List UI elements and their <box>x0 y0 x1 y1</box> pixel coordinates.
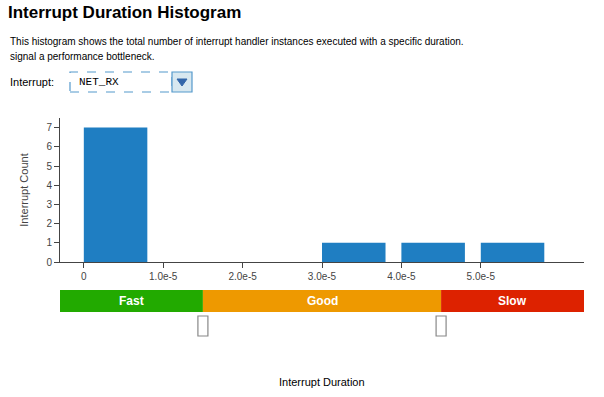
svg-text:1: 1 <box>46 237 52 248</box>
svg-text:6: 6 <box>46 141 52 152</box>
svg-text:signal a performance bottlenec: signal a performance bottleneck. <box>10 51 155 62</box>
svg-text:Interrupt Duration Histogram: Interrupt Duration Histogram <box>8 3 241 22</box>
svg-text:Slow: Slow <box>498 294 527 308</box>
svg-text:Good: Good <box>307 294 338 308</box>
svg-text:0: 0 <box>81 271 87 282</box>
svg-text:4: 4 <box>46 180 52 191</box>
svg-text:2.0e-5: 2.0e-5 <box>228 271 257 282</box>
svg-text:4.0e-5: 4.0e-5 <box>387 271 416 282</box>
svg-text:3: 3 <box>46 199 52 210</box>
svg-text:Interrupt Count: Interrupt Count <box>18 153 30 226</box>
svg-text:Fast: Fast <box>119 294 144 308</box>
svg-text:Interrupt:: Interrupt: <box>10 76 54 88</box>
svg-text:3.0e-5: 3.0e-5 <box>308 271 337 282</box>
svg-text:2: 2 <box>46 218 52 229</box>
svg-text:5: 5 <box>46 161 52 172</box>
svg-text:NET_RX: NET_RX <box>79 76 119 88</box>
svg-text:Interrupt Duration: Interrupt Duration <box>279 376 365 388</box>
svg-text:1.0e-5: 1.0e-5 <box>149 271 178 282</box>
svg-text:This histogram shows the total: This histogram shows the total number of… <box>10 36 464 47</box>
svg-text:7: 7 <box>46 122 52 133</box>
svg-text:5.0e-5: 5.0e-5 <box>467 271 496 282</box>
svg-text:0: 0 <box>46 257 52 268</box>
